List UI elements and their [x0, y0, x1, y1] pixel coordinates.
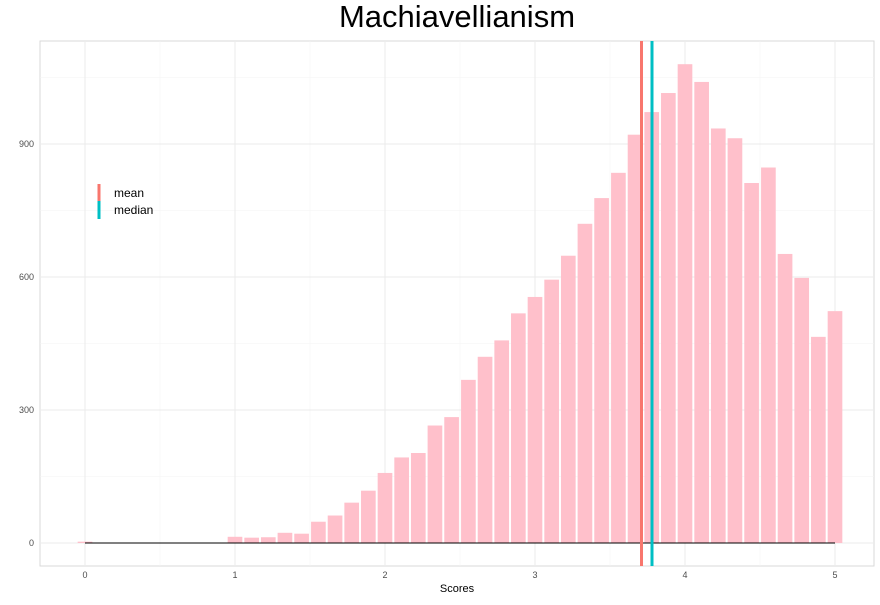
- histogram-bar: [727, 138, 743, 543]
- histogram-bar: [344, 502, 360, 543]
- histogram-bar: [577, 223, 593, 544]
- y-tick-label: 600: [19, 272, 34, 282]
- y-tick-label: 0: [29, 538, 34, 548]
- histogram-bar: [827, 311, 843, 543]
- histogram-bar: [627, 134, 643, 543]
- histogram-bar: [494, 340, 510, 543]
- panel-border: [39, 40, 875, 567]
- histogram-bar: [461, 379, 476, 543]
- histogram-bar: [311, 521, 326, 543]
- histogram-bar: [327, 515, 343, 543]
- x-tick-label: 2: [382, 570, 387, 580]
- histogram-bar: [611, 172, 626, 544]
- histogram-bar: [410, 453, 426, 543]
- histogram-bar: [811, 336, 826, 543]
- histogram-bar: [244, 537, 259, 543]
- histogram-bar: [560, 255, 576, 543]
- histogram-bar: [594, 198, 609, 543]
- histogram-bar: [477, 356, 493, 543]
- chart-title: Machiavellianism: [339, 0, 575, 34]
- x-tick-label: 3: [532, 570, 537, 580]
- histogram-bar: [227, 536, 243, 543]
- x-axis-title: Scores: [440, 583, 475, 595]
- histogram-bar: [761, 167, 776, 543]
- y-tick-label: 900: [19, 139, 34, 149]
- histogram-bar: [427, 425, 443, 543]
- histogram-bar: [377, 472, 393, 543]
- legend-label-mean: mean: [114, 186, 144, 200]
- plot-area: 0 1 2 3 4 5 0 300 600 900 mean median: [19, 40, 875, 580]
- histogram-bar: [77, 541, 93, 543]
- histogram-bar: [260, 537, 276, 543]
- histogram-bar: [661, 93, 676, 544]
- histogram-bar: [777, 253, 793, 544]
- histogram-bar: [544, 279, 559, 543]
- x-tick-label: 1: [232, 570, 237, 580]
- x-tick-label: 0: [82, 570, 87, 580]
- histogram-bar: [694, 81, 709, 543]
- histogram-bar: [744, 183, 759, 543]
- histogram-bar: [511, 313, 526, 543]
- histogram-bar: [677, 64, 693, 543]
- y-tick-label: 300: [19, 405, 34, 415]
- histogram-bar: [394, 457, 409, 543]
- x-tick-label: 5: [832, 570, 837, 580]
- histogram-bar: [361, 490, 376, 543]
- histogram-bar: [710, 128, 726, 543]
- x-tick-label: 4: [682, 570, 687, 580]
- legend-label-median: median: [114, 203, 153, 217]
- histogram-bar: [444, 417, 459, 543]
- histogram-bar: [277, 532, 293, 543]
- histogram-bar: [294, 533, 309, 543]
- histogram-bar: [527, 296, 543, 543]
- histogram-bar: [794, 277, 810, 543]
